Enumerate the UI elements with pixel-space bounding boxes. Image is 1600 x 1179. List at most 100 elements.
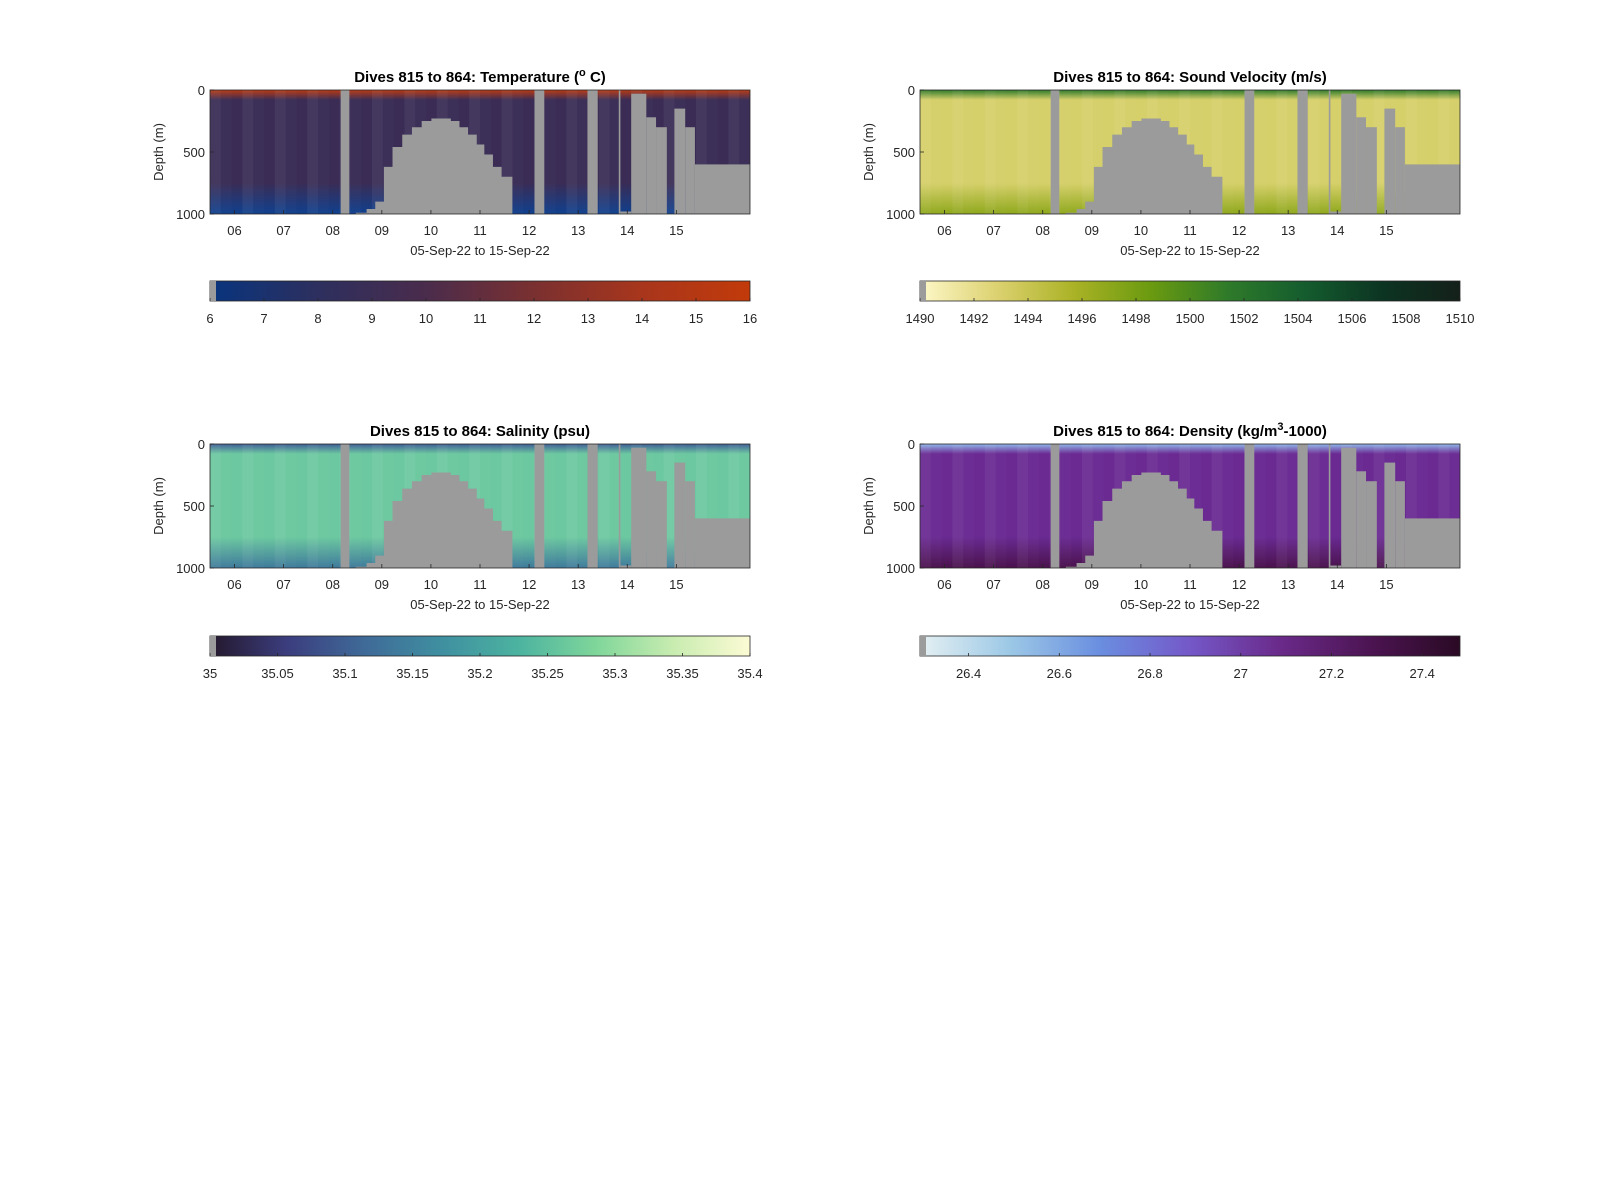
dive-column [1373, 444, 1385, 568]
no-data-mask [340, 444, 750, 568]
dive-column [210, 90, 221, 214]
no-data-block [1341, 93, 1357, 214]
chart-title-main: Dives 815 to 864: Sound Velocity (m/s) [1053, 69, 1326, 86]
colorbar-tick-label: 27 [1234, 666, 1248, 681]
dive-column [566, 444, 578, 568]
x-axis-label: 05-Sep-22 to 15-Sep-22 [1120, 243, 1259, 258]
y-tick-label: 500 [183, 499, 205, 514]
no-data-gap [534, 90, 545, 214]
chart-title-end: C) [586, 69, 606, 86]
y-axis-label: Depth (m) [861, 477, 876, 535]
dive-column [728, 90, 740, 214]
x-tick-label: 09 [375, 577, 389, 592]
dive-column [242, 90, 254, 214]
dive-column [696, 444, 707, 568]
dive-column [1028, 90, 1039, 214]
x-tick-label: 06 [227, 577, 241, 592]
dive-column [318, 444, 329, 568]
no-data-gap [587, 444, 598, 568]
colorbar-nodata-swatch [210, 636, 216, 656]
panel-density: Dives 815 to 864: Density (kg/m3-1000) 05… [861, 421, 1461, 681]
x-tick-label: 11 [1183, 577, 1197, 592]
colorbar-tick-label: 16 [743, 311, 757, 326]
no-data-gap [1328, 444, 1331, 568]
dive-column [274, 444, 286, 568]
y-tick-label: 500 [893, 145, 915, 160]
colorbar-tick-label: 1490 [906, 311, 935, 326]
dive-column [1017, 90, 1028, 214]
x-axis-label: 05-Sep-22 to 15-Sep-22 [410, 597, 549, 612]
dive-column [996, 90, 1007, 214]
x-tick-label: 07 [276, 223, 290, 238]
no-data-block [685, 481, 695, 568]
no-data-block [620, 565, 632, 568]
no-data-block [620, 211, 632, 214]
x-tick-label: 13 [571, 577, 585, 592]
no-data-block [631, 447, 647, 568]
x-tick-label: 08 [325, 577, 339, 592]
no-data-mask [340, 90, 750, 214]
x-tick-label: 10 [424, 577, 438, 592]
dive-column [1308, 444, 1320, 568]
colorbar-tick-label: 9 [368, 311, 375, 326]
colorbar-tick-label: 1496 [1068, 311, 1097, 326]
dive-column [1082, 90, 1093, 214]
x-tick-label: 15 [669, 223, 683, 238]
dive-column [984, 444, 996, 568]
x-tick-label: 14 [1330, 577, 1344, 592]
colorbar-tick-label: 1504 [1284, 311, 1313, 326]
x-tick-label: 08 [325, 223, 339, 238]
colorbar-tick-label: 35.1 [332, 666, 357, 681]
dive-column [372, 444, 383, 568]
no-data-block [646, 117, 657, 214]
y-tick-label: 0 [198, 437, 205, 452]
no-data-block [656, 481, 667, 568]
x-axis-label: 05-Sep-22 to 15-Sep-22 [410, 243, 549, 258]
chart-title: Dives 815 to 864: Density (kg/m3-1000) [1053, 421, 1327, 440]
no-data-region [345, 472, 513, 568]
no-data-block [674, 462, 686, 568]
dive-column [512, 90, 523, 214]
colorbar-tick-label: 12 [527, 311, 541, 326]
dive-column [1028, 444, 1039, 568]
dive-column [952, 444, 964, 568]
x-tick-label: 13 [1281, 223, 1295, 238]
dive-column [984, 90, 996, 214]
dive-column [920, 444, 931, 568]
x-tick-label: 15 [669, 577, 683, 592]
dive-column [274, 90, 286, 214]
no-data-gap [1244, 444, 1255, 568]
dive-column [577, 444, 588, 568]
colorbar-tick-label: 1492 [960, 311, 989, 326]
panel-sound-velocity: Dives 815 to 864: Sound Velocity (m/s)05… [861, 69, 1474, 326]
colorbar-nodata-swatch [210, 281, 216, 301]
no-data-block [1404, 164, 1460, 214]
colorbar-tick-label: 8 [314, 311, 321, 326]
no-data-block [694, 518, 750, 568]
chart-title-main: Dives 815 to 864: Salinity (psu) [370, 423, 590, 440]
colorbar-tick-label: 35 [203, 666, 217, 681]
y-tick-label: 0 [908, 83, 915, 98]
x-tick-label: 12 [522, 223, 536, 238]
chart-title-sup: 3 [1277, 421, 1283, 433]
x-tick-label: 09 [1085, 577, 1099, 592]
x-tick-label: 12 [1232, 577, 1246, 592]
colorbar-tick-label: 1500 [1176, 311, 1205, 326]
dive-column [1438, 444, 1450, 568]
colorbar-nodata-swatch [920, 636, 926, 656]
x-axis-label: 05-Sep-22 to 15-Sep-22 [1120, 597, 1259, 612]
x-tick-label: 06 [937, 223, 951, 238]
dive-column [307, 90, 318, 214]
x-tick-label: 07 [986, 223, 1000, 238]
no-data-block [1384, 462, 1396, 568]
colorbar-tick-label: 26.6 [1047, 666, 1072, 681]
colorbar-tick-label: 15 [689, 311, 703, 326]
dive-column [1406, 90, 1417, 214]
no-data-block [1341, 447, 1357, 568]
no-data-block [1330, 211, 1342, 214]
no-data-block [1395, 481, 1405, 568]
no-data-region [1055, 472, 1223, 568]
chart-title-main: Dives 815 to 864: Temperature ( [354, 69, 579, 86]
dive-column [728, 444, 740, 568]
